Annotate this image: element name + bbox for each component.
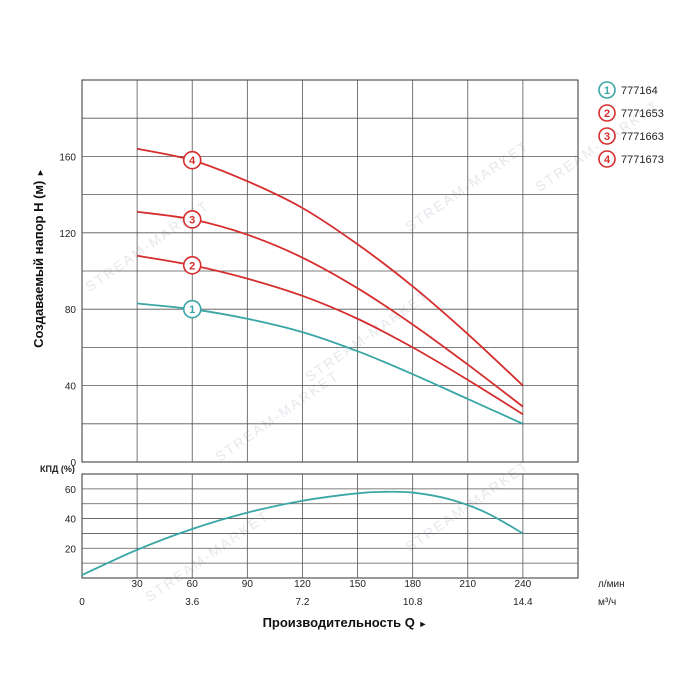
head-chart-grid <box>82 80 578 462</box>
head-y-axis-label: Создаваемый напор H (м) ► <box>31 168 46 348</box>
x-tick-lpm: 150 <box>349 579 366 590</box>
x-tick-m3h: 14.4 <box>513 597 533 608</box>
x-tick-lpm: 60 <box>187 579 199 590</box>
head-curve-4 <box>136 147 524 387</box>
x-tick-lpm: 240 <box>515 579 532 590</box>
efficiency-y-axis-label: КПД (%) <box>40 464 75 474</box>
x-ticks: 30 60 90 120 150 180 210 240 0 3.6 7.2 10.8 14.4 <box>79 579 533 608</box>
efficiency-chart: 20 40 60 КПД (%) <box>40 464 579 579</box>
y-tick-label: 160 <box>59 152 76 163</box>
legend-marker-1 <box>598 81 616 99</box>
x-tick-lpm: 180 <box>404 579 421 590</box>
y-tick-label: 20 <box>65 544 77 555</box>
watermark: STREAM-MARKET <box>212 367 342 465</box>
legend-marker-label: 4 <box>604 154 611 166</box>
x-unit-m3h: м³/ч <box>598 597 616 608</box>
head-curve-2 <box>136 254 524 416</box>
y-tick-label: 0 <box>70 458 76 469</box>
x-tick-lpm: 120 <box>294 579 311 590</box>
curve-marker-label-4: 4 <box>189 155 196 167</box>
x-tick-m3h: 0 <box>79 597 85 608</box>
watermark-layer: STREAM-MARKET STREAM-MARKET STREAM-MARKET S… <box>82 97 662 605</box>
legend: 1 777164 2 7771653 3 7771663 4 7771673 <box>598 81 664 168</box>
watermark: STREAM-MARKET <box>142 507 272 605</box>
efficiency-y-ticks: 20 40 60 <box>65 485 77 555</box>
curve-marker-4 <box>182 150 202 170</box>
curve-marker-2 <box>182 255 202 275</box>
legend-marker-4 <box>598 150 616 168</box>
curve-marker-label-1: 1 <box>189 304 195 316</box>
curve-marker-1 <box>182 299 202 319</box>
curve-marker-label-3: 3 <box>189 214 195 226</box>
watermark: STREAM-MARKET <box>402 137 532 235</box>
curve-marker-3 <box>182 210 202 229</box>
x-axis-label: Производительность Q ► <box>263 615 428 630</box>
legend-marker-3 <box>598 127 616 145</box>
x-tick-m3h: 7.2 <box>295 597 309 608</box>
y-tick-label: 60 <box>65 485 77 496</box>
watermark: STREAM-MARKET <box>402 457 532 555</box>
y-tick-label: 40 <box>65 515 77 526</box>
legend-label: 7771673 <box>621 154 664 166</box>
legend-marker-label: 3 <box>604 131 610 143</box>
efficiency-chart-frame <box>81 473 579 579</box>
efficiency-curve <box>81 490 524 576</box>
legend-marker-label: 2 <box>604 108 610 120</box>
y-tick-label: 120 <box>59 229 76 240</box>
x-tick-lpm: 210 <box>459 579 476 590</box>
x-tick-m3h: 3.6 <box>185 597 199 608</box>
head-curve-markers: 1 2 3 4 <box>182 150 202 319</box>
head-y-ticks: 0 40 80 120 160 <box>59 152 76 469</box>
legend-marker-label: 1 <box>604 85 610 97</box>
legend-label: 777164 <box>621 85 658 97</box>
legend-marker-2 <box>598 104 616 122</box>
legend-label: 7771653 <box>621 108 664 120</box>
x-tick-m3h: 10.8 <box>403 597 423 608</box>
x-unit-lpm: л/мин <box>598 579 625 590</box>
y-tick-label: 40 <box>65 382 77 393</box>
y-tick-label: 80 <box>65 305 77 316</box>
efficiency-chart-grid <box>82 474 578 578</box>
head-chart: 0 40 80 120 160 1 2 3 4 Создаваемый напор H (м)… <box>31 79 579 469</box>
x-tick-lpm: 90 <box>242 579 254 590</box>
x-tick-lpm: 30 <box>132 579 144 590</box>
curve-marker-label-2: 2 <box>189 260 195 272</box>
efficiency-line <box>81 490 524 576</box>
legend-label: 7771663 <box>621 131 664 143</box>
